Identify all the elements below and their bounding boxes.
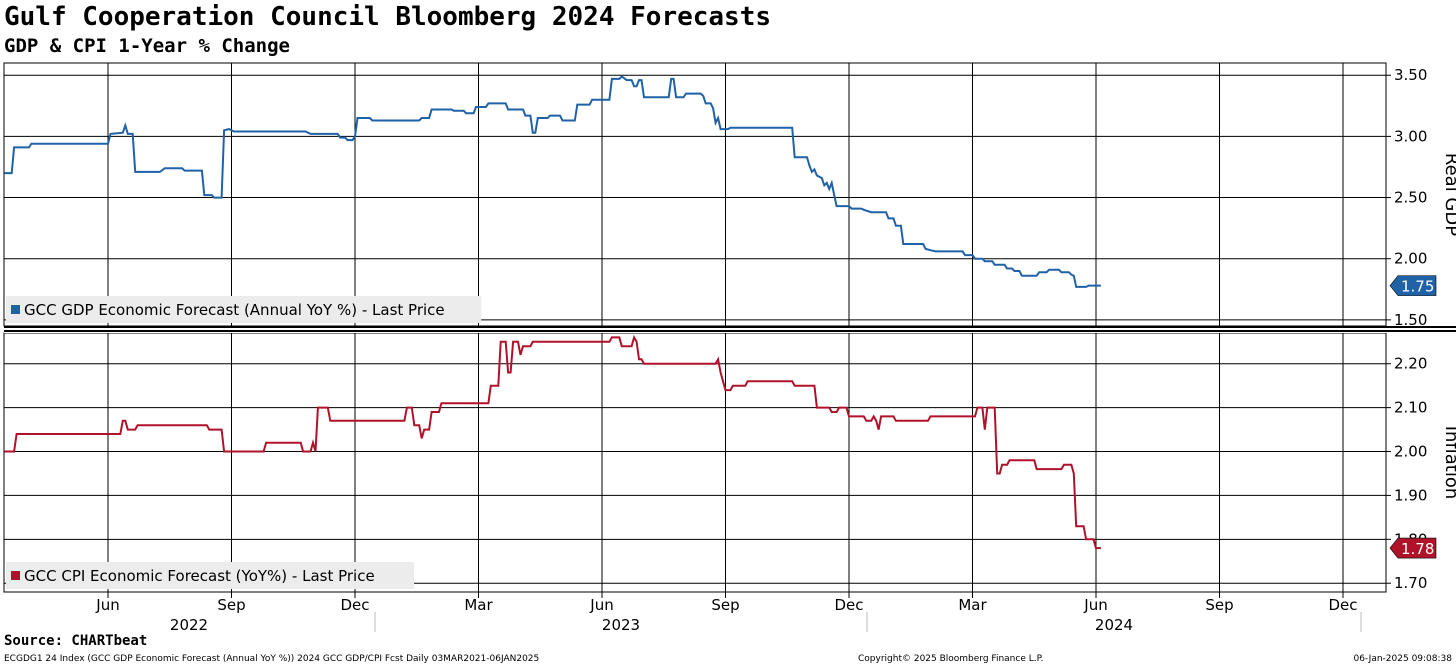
gdp-panel-ytick-label: 3.50 [1394, 66, 1427, 84]
x-tick-label: Mar [464, 596, 493, 614]
cpi-panel-ytick-label: 2.10 [1394, 399, 1427, 417]
x-year-label: 2024 [1095, 616, 1133, 634]
x-tick-label: Jun [589, 596, 613, 614]
x-axis: Jun Sep Dec Mar Jun Sep Dec Mar Jun Sep Dec 2022 202… [4, 326, 1456, 634]
footer-copyright: Copyright© 2025 Bloomberg Finance L.P. [858, 654, 1044, 664]
cpi-panel-ytick-label: 2.20 [1394, 355, 1427, 373]
gdp-panel-legend: GCC GDP Economic Forecast (Annual YoY %)… [6, 296, 482, 323]
x-tick-label: Jun [1083, 596, 1107, 614]
source-note: Source: CHARTbeat [4, 633, 148, 649]
cpi-panel-legend-label: GCC CPI Economic Forecast (YoY%) - Last … [24, 567, 375, 585]
x-tick-label: Sep [217, 596, 245, 614]
chart-subtitle: GDP & CPI 1-Year % Change [4, 35, 290, 57]
cpi-panel-last-value-label: 1.78 [1401, 540, 1434, 558]
cpi-panel-ytick-label: 2.00 [1394, 443, 1427, 461]
cpi-panel-legend: GCC CPI Economic Forecast (YoY%) - Last … [6, 562, 414, 589]
x-tick-label: Sep [711, 596, 739, 614]
cpi-panel-last-value-bg [1389, 537, 1437, 559]
cpi-panel-frame [3, 332, 1387, 593]
gdp-panel-ytick-label: 1.50 [1394, 311, 1427, 329]
x-tick-label: Mar [958, 596, 987, 614]
gdp-panel-last-value-bg [1389, 275, 1437, 296]
x-tick-label: Jun [95, 596, 119, 614]
gdp-panel-last-value-label: 1.75 [1401, 278, 1434, 296]
panel-separator-bg [4, 326, 1456, 333]
x-tick-label: Dec [340, 596, 369, 614]
footer-ticker-info: ECGDG1 24 Index (GCC GDP Economic Foreca… [4, 654, 540, 664]
chart-title: Gulf Cooperation Council Bloomberg 2024 … [4, 2, 772, 32]
cpi-panel-series-line [4, 334, 1101, 550]
gdp-panel-last-value-tag: 1.75 [1389, 275, 1437, 296]
x-year-label: 2022 [170, 616, 208, 634]
cpi-panel-legend-bg [6, 562, 414, 589]
gdp-panel-ytick-label: 2.00 [1394, 250, 1427, 268]
footer-timestamp: 06-Jan-2025 09:08:38 [1353, 654, 1452, 664]
cpi-panel-legend-swatch [11, 571, 20, 580]
gdp-panel: 1.50 2.00 2.50 3.00 3.50 GCC GDP Economic For… [3, 62, 1456, 329]
gdp-panel-ytick-label: 2.50 [1394, 189, 1427, 207]
gdp-panel-legend-label: GCC GDP Economic Forecast (Annual YoY %)… [24, 301, 445, 319]
gdp-panel-ylabel: Real GDP [1441, 153, 1456, 236]
x-tick-label: Sep [1205, 596, 1233, 614]
gdp-panel-ytick-label: 3.00 [1394, 127, 1427, 145]
gdp-panel-legend-bg [6, 296, 482, 323]
gdp-panel-legend-swatch [11, 305, 20, 314]
cpi-panel-ylabel: Inflation [1441, 426, 1456, 500]
cpi-panel-ytick-label: 1.70 [1394, 574, 1427, 592]
x-tick-label: Dec [834, 596, 863, 614]
cpi-panel-last-value-tag: 1.78 [1389, 537, 1437, 559]
x-tick-label: Dec [1328, 596, 1357, 614]
gdp-panel-series-line [4, 75, 1101, 288]
cpi-panel-ytick-label: 1.90 [1394, 486, 1427, 504]
x-year-label: 2023 [602, 616, 640, 634]
